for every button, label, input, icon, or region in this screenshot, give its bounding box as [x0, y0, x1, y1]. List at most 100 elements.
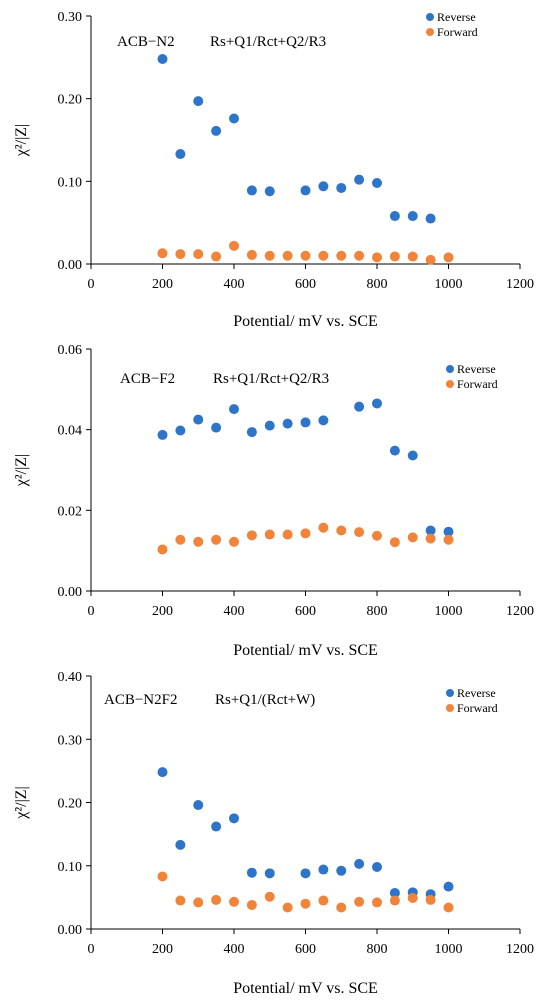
y-tick-label: 0.40: [58, 670, 83, 685]
forward-point: [246, 899, 257, 910]
forward-point: [282, 250, 293, 261]
forward-point: [443, 534, 454, 545]
legend-label-forward: Forward: [457, 701, 498, 715]
reverse-point: [389, 887, 400, 898]
forward-point: [246, 249, 257, 260]
reverse-point: [229, 113, 239, 124]
x-tick-label: 800: [367, 277, 388, 292]
x-tick-label: 800: [367, 604, 388, 619]
reverse-point: [372, 177, 382, 188]
y-tick-label: 0.00: [58, 585, 83, 600]
sample-annotation: ACB−F2: [120, 371, 175, 387]
y-tick-label: 0.06: [58, 343, 83, 358]
model-annotation: Rs+Q1/(Rct+W): [215, 692, 315, 708]
reverse-point: [157, 767, 168, 778]
reverse-point: [175, 149, 186, 160]
forward-point: [407, 251, 418, 262]
reverse-point: [336, 865, 347, 876]
reverse-point: [264, 420, 275, 431]
forward-point: [300, 250, 311, 261]
forward-point: [211, 251, 222, 262]
chart-panel-1: 0 200 400 600 800 1000 1200 0.00 0.10 0.20 0.30 Pot…: [13, 10, 534, 330]
y-tick-label: 0.04: [58, 424, 83, 439]
reverse-point: [264, 868, 275, 879]
forward-point: [264, 529, 275, 540]
y-tick-label: 0.30: [58, 733, 83, 748]
y-tick-label: 0.10: [58, 860, 83, 875]
sample-annotation: ACB−N2F2: [104, 692, 177, 708]
forward-point: [193, 249, 204, 260]
series-forward: [157, 871, 454, 913]
forward-point: [229, 240, 239, 251]
x-tick-label: 600: [295, 277, 316, 292]
reverse-point: [211, 821, 222, 832]
x-tick-label: 400: [224, 942, 245, 957]
y-axis-title: χ²/|Z|: [13, 454, 30, 488]
forward-point: [372, 530, 382, 541]
reverse-point: [354, 174, 365, 185]
forward-point: [193, 536, 204, 547]
forward-point: [300, 528, 311, 539]
forward-point: [372, 252, 382, 263]
forward-point: [211, 534, 222, 545]
forward-point: [425, 254, 436, 265]
legend-label-forward: Forward: [437, 25, 478, 39]
x-tick-label: 200: [152, 942, 173, 957]
reverse-point: [372, 398, 382, 409]
reverse-point: [264, 186, 275, 197]
x-tick-label: 400: [224, 604, 245, 619]
reverse-point: [246, 185, 257, 196]
legend-marker-reverse: [446, 689, 454, 697]
y-tick-label: 0.00: [58, 258, 83, 273]
forward-point: [389, 251, 400, 262]
reverse-point: [193, 96, 204, 107]
forward-point: [157, 871, 168, 882]
legend-marker-forward: [446, 380, 454, 388]
x-tick-label: 0: [88, 604, 95, 619]
x-axis-title: Potential/ mV vs. SCE: [233, 642, 378, 659]
reverse-point: [425, 213, 436, 224]
forward-point: [175, 895, 186, 906]
x-tick-label: 1200: [506, 604, 534, 619]
x-tick-label: 200: [152, 277, 173, 292]
y-tick-label: 0.20: [58, 93, 83, 108]
series-forward: [157, 240, 454, 265]
reverse-point: [407, 211, 418, 222]
forward-point: [336, 250, 347, 261]
series-reverse: [157, 767, 454, 900]
model-annotation: Rs+Q1/Rct+Q2/R3: [213, 371, 329, 387]
x-tick-label: 1000: [435, 942, 463, 957]
x-tick-label: 200: [152, 604, 173, 619]
reverse-point: [282, 418, 293, 429]
y-tick-label: 0.10: [58, 175, 83, 190]
forward-point: [407, 893, 418, 904]
y-axis-title: χ²/|Z|: [13, 786, 30, 820]
y-tick-label: 0.30: [58, 10, 83, 25]
model-annotation: Rs+Q1/Rct+Q2/R3: [210, 34, 326, 50]
forward-point: [336, 902, 347, 913]
reverse-point: [300, 868, 311, 879]
reverse-point: [193, 414, 204, 425]
forward-point: [443, 902, 454, 913]
x-tick-label: 400: [224, 277, 245, 292]
forward-point: [336, 525, 347, 536]
forward-point: [264, 891, 275, 902]
x-axis-title: Potential/ mV vs. SCE: [233, 313, 378, 330]
x-tick-label: 600: [295, 942, 316, 957]
x-tick-label: 1000: [435, 604, 463, 619]
reverse-point: [425, 525, 436, 536]
forward-point: [300, 898, 311, 909]
forward-point: [229, 896, 239, 907]
forward-point: [318, 522, 329, 533]
x-tick-label: 1200: [506, 942, 534, 957]
forward-point: [157, 248, 168, 259]
forward-point: [425, 533, 436, 544]
reverse-point: [354, 401, 365, 412]
forward-point: [407, 532, 418, 543]
legend-label-reverse: Reverse: [457, 686, 496, 700]
reverse-point: [318, 415, 329, 426]
series-reverse: [157, 53, 436, 224]
reverse-point: [443, 881, 454, 892]
legend-label-reverse: Reverse: [437, 10, 476, 24]
